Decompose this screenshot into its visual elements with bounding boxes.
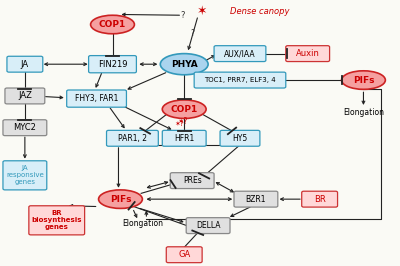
Text: PHYA: PHYA <box>171 60 198 69</box>
Ellipse shape <box>162 100 206 118</box>
Text: JAZ: JAZ <box>18 92 32 101</box>
FancyBboxPatch shape <box>89 56 136 73</box>
FancyBboxPatch shape <box>166 247 202 263</box>
Text: DELLA: DELLA <box>196 221 220 230</box>
Text: COP1: COP1 <box>99 20 126 29</box>
Text: COP1: COP1 <box>170 105 198 114</box>
FancyBboxPatch shape <box>186 218 230 234</box>
FancyBboxPatch shape <box>3 120 47 136</box>
Text: Auxin: Auxin <box>296 49 320 58</box>
Text: GA: GA <box>178 250 190 259</box>
Text: FHY3, FAR1: FHY3, FAR1 <box>75 94 118 103</box>
Text: JA
responsive
genes: JA responsive genes <box>6 165 44 185</box>
Text: PREs: PREs <box>183 176 202 185</box>
Text: ✶?: ✶? <box>175 121 184 127</box>
FancyBboxPatch shape <box>5 88 45 104</box>
Text: PIFs: PIFs <box>353 76 374 85</box>
Text: JA: JA <box>21 60 29 69</box>
Text: MYC2: MYC2 <box>14 123 36 132</box>
Text: TOC1, PRR7, ELF3, 4: TOC1, PRR7, ELF3, 4 <box>204 77 276 83</box>
Text: ✶?: ✶? <box>177 117 187 126</box>
Text: Elongation: Elongation <box>122 219 163 228</box>
FancyBboxPatch shape <box>194 72 286 88</box>
FancyBboxPatch shape <box>29 206 85 235</box>
FancyBboxPatch shape <box>286 46 330 61</box>
FancyBboxPatch shape <box>302 191 338 207</box>
FancyBboxPatch shape <box>170 173 214 189</box>
Ellipse shape <box>90 15 134 34</box>
Text: ?: ? <box>180 11 184 20</box>
Text: AUX/IAA: AUX/IAA <box>224 49 256 58</box>
FancyBboxPatch shape <box>3 161 47 190</box>
Text: BR: BR <box>314 195 326 204</box>
Text: PIFs: PIFs <box>110 195 131 204</box>
Text: Dense canopy: Dense canopy <box>230 7 290 16</box>
FancyBboxPatch shape <box>162 130 206 146</box>
Ellipse shape <box>342 71 385 89</box>
Text: BZR1: BZR1 <box>246 195 266 204</box>
Text: BR
biosynthesis
genes: BR biosynthesis genes <box>32 210 82 230</box>
Text: ?: ? <box>190 29 194 38</box>
FancyBboxPatch shape <box>214 46 266 61</box>
Text: PAR1, 2: PAR1, 2 <box>118 134 147 143</box>
FancyBboxPatch shape <box>220 130 260 146</box>
FancyBboxPatch shape <box>234 191 278 207</box>
FancyBboxPatch shape <box>106 130 158 146</box>
Text: HFR1: HFR1 <box>174 134 194 143</box>
Text: HY5: HY5 <box>232 134 248 143</box>
Ellipse shape <box>160 54 208 75</box>
Text: FIN219: FIN219 <box>98 60 127 69</box>
FancyBboxPatch shape <box>7 56 43 72</box>
Ellipse shape <box>98 190 142 209</box>
FancyBboxPatch shape <box>67 90 126 107</box>
Text: ✶: ✶ <box>197 5 207 18</box>
Text: Elongation: Elongation <box>343 108 384 117</box>
